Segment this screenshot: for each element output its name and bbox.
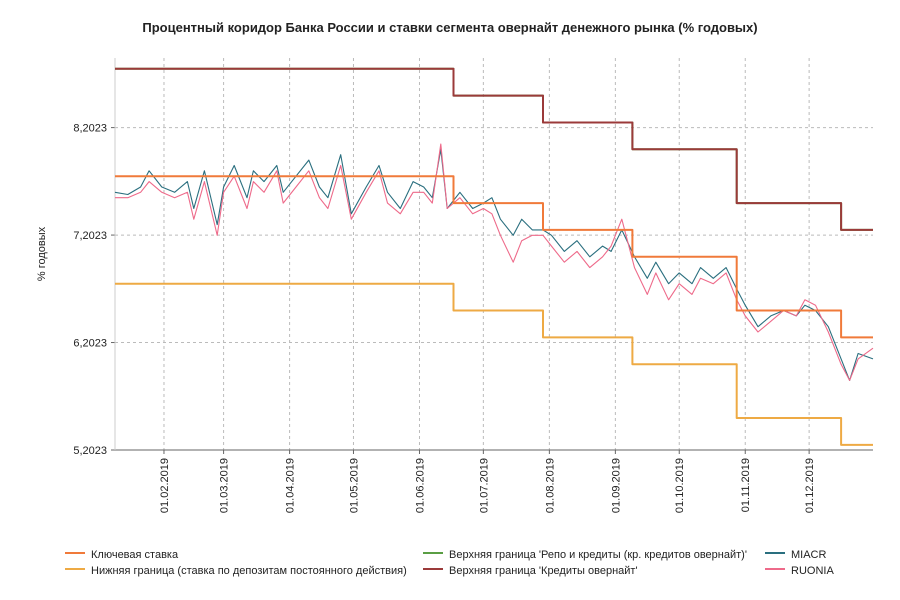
- legend-swatch: [65, 568, 85, 571]
- legend-swatch: [765, 552, 785, 555]
- tick-labels: 5,2023 6,2023 7,2023 8,2023 01.02.2019 01.03.…: [36, 123, 816, 513]
- x-tick-label: 01.11.2019: [740, 458, 752, 512]
- legend-item: MIACR: [765, 548, 826, 562]
- legend-item: Верхняя граница 'Репо и кредиты (кр. кре…: [423, 548, 747, 562]
- legend-swatch: [65, 552, 85, 555]
- series-line-4: [115, 67, 873, 231]
- grid-lines: [115, 58, 873, 451]
- series-line-1: [115, 175, 873, 339]
- y-axis-title: % годовых: [36, 226, 48, 281]
- y-tick-label: 7,2023: [73, 230, 107, 242]
- series-line-5: [114, 148, 874, 381]
- x-tick-label: 01.09.2019: [610, 458, 622, 513]
- legend-item: Ключевая ставка: [65, 548, 178, 562]
- legend-item: Верхняя граница 'Кредиты овернайт': [423, 564, 638, 578]
- x-tick-label: 01.12.2019: [804, 458, 816, 513]
- series-line-3: [115, 67, 873, 231]
- x-tick-label: 01.05.2019: [348, 458, 360, 513]
- axes: [111, 58, 873, 454]
- x-tick-label: 01.07.2019: [478, 458, 490, 513]
- series-line-2: [115, 282, 873, 446]
- x-tick-label: 01.08.2019: [544, 458, 556, 513]
- y-tick-label: 6,2023: [73, 338, 107, 350]
- legend-swatch: [423, 568, 443, 571]
- y-tick-label: 8,2023: [73, 123, 107, 135]
- legend-label: MIACR: [791, 549, 827, 561]
- legend-item: RUONIA: [765, 564, 834, 578]
- x-tick-label: 01.06.2019: [414, 458, 426, 513]
- legend-label: Ключевая ставка: [91, 549, 179, 561]
- series-line-6: [115, 143, 874, 381]
- legend-label: Верхняя граница 'Кредиты овернайт': [449, 565, 638, 577]
- x-tick-label: 01.03.2019: [219, 458, 231, 513]
- legend-item: Нижняя граница (ставка по депозитам пост…: [65, 564, 407, 578]
- x-tick-label: 01.02.2019: [159, 458, 171, 513]
- chart-title: Процентный коридор Банка России и ставки…: [142, 20, 758, 35]
- legend-label: Верхняя граница 'Репо и кредиты (кр. кре…: [449, 549, 747, 561]
- legend-label: RUONIA: [791, 565, 834, 577]
- x-tick-label: 01.04.2019: [285, 458, 297, 513]
- x-tick-label: 01.10.2019: [674, 458, 686, 513]
- legend-swatch: [423, 552, 443, 555]
- legend-label: Нижняя граница (ставка по депозитам пост…: [91, 565, 407, 577]
- legend-swatch: [765, 568, 785, 571]
- y-tick-label: 5,2023: [73, 445, 107, 457]
- series-lines: [114, 67, 874, 446]
